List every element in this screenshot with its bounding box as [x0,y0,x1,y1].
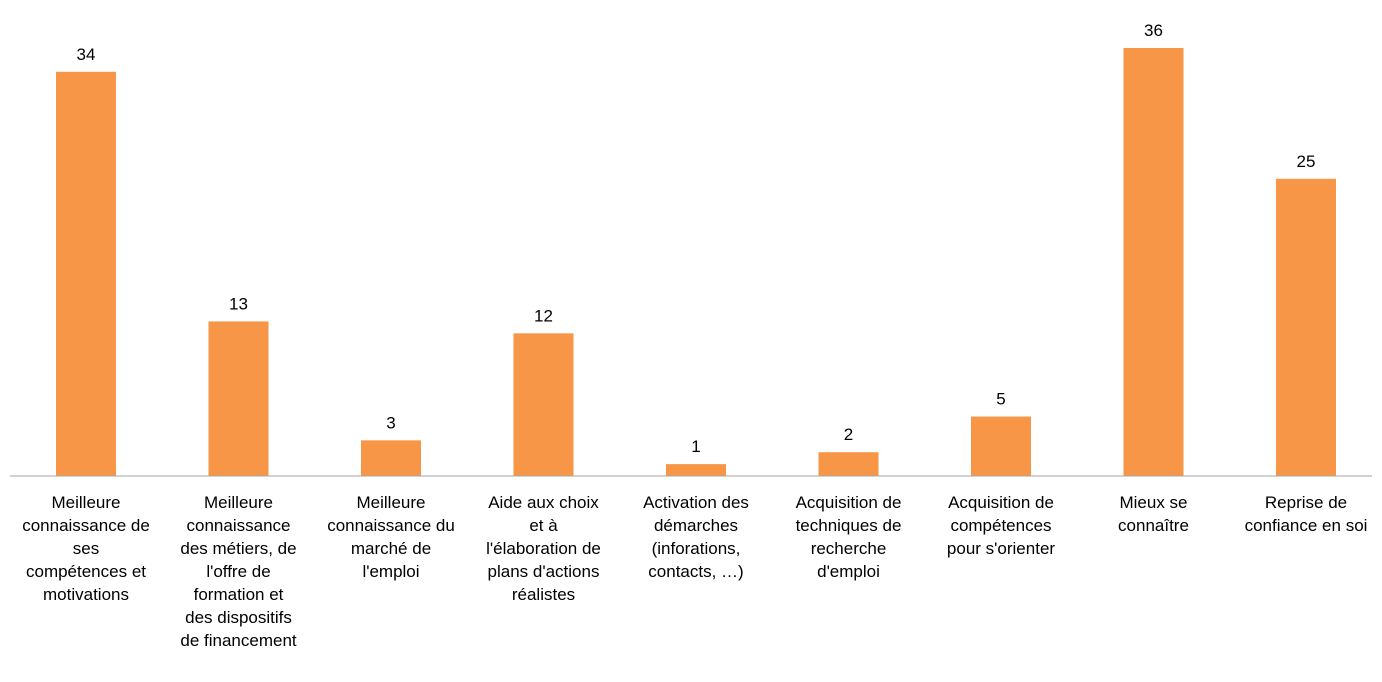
category-label-line: marché de [350,539,432,558]
category-label-line: (inforations, [651,539,741,558]
category-label-line: Acquisition de [795,493,902,512]
category-label-line: d'emploi [817,562,880,581]
category-label-line: Meilleure [356,493,426,512]
category-label-line: des dispositifs [185,608,292,627]
data-label-9: 25 [1297,152,1316,171]
category-label-line: recherche [810,539,887,558]
category-label-line: motivations [43,585,129,604]
category-label-3: Meilleure connaissance du marché de l'emplo… [316,491,466,583]
category-label-line: Mieux se [1119,493,1188,512]
data-label-7: 5 [996,390,1005,409]
category-label-line: et à [529,516,558,535]
bar-7 [971,416,1031,476]
category-label-line: Aide aux choix [488,493,599,512]
data-label-4: 12 [534,306,553,325]
bar-8 [1123,48,1184,476]
bars-group [56,48,1336,477]
category-label-line: démarches [653,516,739,535]
category-label-8: Mieux se connaître [1079,491,1229,537]
bar-5 [666,464,726,476]
data-label-1: 34 [77,45,96,64]
category-label-line: Reprise de [1264,493,1348,512]
bar-4 [513,333,574,476]
bar-3 [361,440,421,476]
category-label-4: Aide aux choix et à l'élaboration de plans … [469,491,619,606]
category-label-line: des métiers, de [180,539,297,558]
category-label-line: ses [72,539,100,558]
category-label-line: compétences [950,516,1052,535]
category-label-line: connaissance de [22,516,150,535]
data-label-8: 36 [1144,21,1163,40]
data-label-2: 13 [229,294,248,313]
category-label-line: connaître [1118,516,1189,535]
category-label-line: contacts, …) [648,562,744,581]
category-label-line: Meilleure [51,493,121,512]
bar-9 [1276,178,1336,476]
data-label-3: 3 [386,413,395,432]
category-label-1: Meilleure connaissance de ses compétences e… [11,491,161,606]
category-label-5: Activation des démarches (inforations, cont… [621,491,771,583]
category-label-line: plans d'actions [487,562,600,581]
bar-1 [56,71,116,477]
category-label-line: confiance en soi [1244,516,1368,535]
category-label-line: de financement [180,631,297,650]
category-label-line: Activation des [643,493,749,512]
category-label-line: réalistes [511,585,576,604]
category-label-line: Acquisition de [948,493,1054,512]
category-label-7: Acquisition de compétences pour s'orienter [926,491,1076,560]
category-label-6: Acquisition de techniques de recherche d'em… [774,491,924,583]
category-label-line: l'emploi [362,562,420,581]
bar-2 [208,321,269,476]
category-label-line: techniques de [795,516,902,535]
data-label-6: 2 [844,425,853,444]
category-label-line: pour s'orienter [946,539,1056,558]
bar-6 [818,452,879,476]
category-label-9: Reprise de confiance en soi [1231,491,1381,537]
category-label-line: compétences et [25,562,146,581]
category-label-line: connaissance du [327,516,455,535]
data-label-5: 1 [691,437,700,456]
category-label-line: Meilleure [204,493,273,512]
category-label-line: connaissance [186,516,291,535]
category-label-line: formation et [193,585,284,604]
category-label-2: Meilleure connaissance des métiers, de l'of… [164,491,314,652]
category-label-line: l'élaboration de [486,539,601,558]
category-label-line: l'offre de [206,562,271,581]
